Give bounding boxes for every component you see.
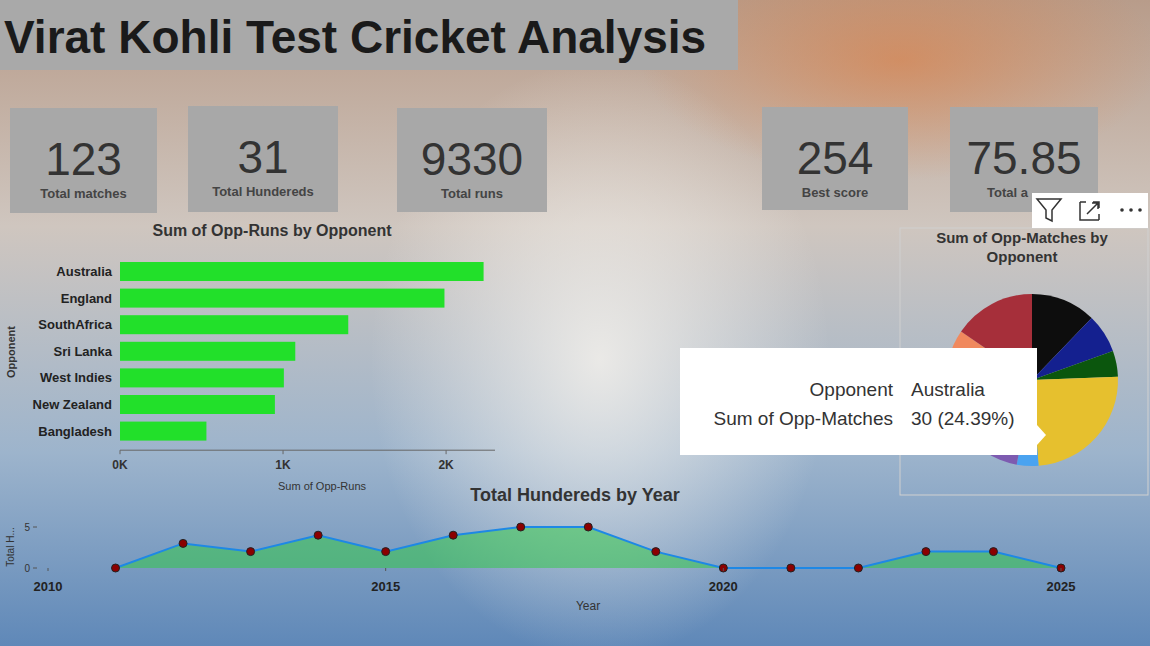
area [116, 527, 1061, 568]
kpi-value: 31 [237, 131, 288, 183]
kpi-card [397, 108, 547, 212]
marker [247, 548, 255, 556]
pie-title: Sum of Opp-Matches by Opponent [936, 229, 1108, 265]
marker [652, 548, 660, 556]
x-tick [1061, 568, 1062, 571]
marker [1057, 564, 1065, 572]
marker [584, 523, 592, 531]
title: Virat Kohli Test Cricket Analysis [4, 11, 706, 63]
kpi-card [188, 106, 338, 212]
slice [1032, 351, 1118, 380]
tooltip-key: Sum of Opp-Matches [713, 408, 893, 429]
y-tick [33, 527, 37, 528]
more-icon-dot[interactable] [1129, 208, 1133, 212]
marker [922, 548, 930, 556]
bar [120, 422, 206, 441]
x-axis-label: Year [576, 599, 600, 613]
marker [719, 564, 727, 572]
more-icon-dot[interactable] [1138, 208, 1142, 212]
category-label: New Zealand [33, 397, 113, 412]
category-label: Australia [56, 264, 112, 279]
title-box [0, 0, 738, 70]
bar [120, 368, 284, 387]
visual-header [1032, 193, 1148, 228]
y-tick-label: 5 [24, 522, 30, 533]
kpi-card [762, 107, 908, 210]
bar [120, 395, 275, 414]
bar [120, 315, 348, 334]
bar [120, 262, 484, 281]
tooltip-value: Australia [911, 379, 985, 400]
y-axis-label: Total H... [5, 527, 16, 566]
series [112, 523, 1065, 572]
filter-icon[interactable] [1037, 199, 1061, 221]
title-line: Opponent [987, 248, 1058, 265]
tooltip-value: 30 (24.39%) [911, 408, 1015, 429]
line [116, 527, 1061, 568]
x-tick [48, 568, 49, 571]
x-tick [723, 568, 724, 571]
category-label: Sri Lanka [53, 344, 112, 359]
kpi-card [10, 108, 157, 213]
tick [446, 450, 447, 454]
marker [314, 531, 322, 539]
marker [382, 548, 390, 556]
x-tick [385, 568, 386, 571]
bars [120, 262, 484, 441]
more-icon-dot[interactable] [1120, 208, 1124, 212]
kpi-value: 254 [797, 132, 874, 184]
category-label: England [61, 291, 112, 306]
tick-label: 1K [275, 458, 291, 472]
bar [120, 289, 444, 308]
marker [112, 564, 120, 572]
line-title: Total Hundereds by Year [470, 485, 679, 505]
icon-bar [1032, 193, 1148, 228]
tick-label: 0K [112, 458, 128, 472]
x-tick-label: 2025 [1047, 579, 1076, 594]
focus-icon[interactable] [1080, 202, 1099, 220]
x-tick-label: 2020 [709, 579, 738, 594]
kpi-value: 123 [45, 133, 122, 185]
category-label: SouthAfrica [38, 317, 112, 332]
slice [1032, 377, 1118, 466]
kpi-label: Total a [987, 185, 1029, 200]
x-axis-line [120, 450, 495, 451]
kpi-label: Total Hundereds [212, 184, 314, 199]
title-line: Sum of Opp-Matches by [936, 229, 1108, 246]
marker [179, 539, 187, 547]
category-label: Bangladesh [38, 424, 112, 439]
marker [449, 531, 457, 539]
marker [854, 564, 862, 572]
x-tick-label: 2010 [34, 579, 63, 594]
x-tick-label: 2015 [371, 579, 400, 594]
kpi-label: Best score [802, 185, 868, 200]
marker [989, 548, 997, 556]
tooltip-pointer [1037, 425, 1046, 445]
kpi-label: Total runs [441, 186, 503, 201]
tick [120, 450, 121, 454]
tick [283, 450, 284, 454]
y-axis-label: Opponent [5, 326, 17, 378]
y-tick-label: 0 [24, 563, 30, 574]
bar [120, 342, 295, 361]
tick-label: 2K [438, 458, 454, 472]
tooltip-key: Opponent [810, 379, 894, 400]
dashboard: Virat Kohli Test Cricket Analysis123Tota… [0, 0, 1150, 646]
kpi-label: Total matches [40, 186, 126, 201]
kpi-value: 75.85 [966, 132, 1081, 184]
category-label: West Indies [40, 370, 112, 385]
marker [517, 523, 525, 531]
kpi-value: 9330 [421, 133, 523, 185]
x-axis-label: Sum of Opp-Runs [278, 480, 367, 492]
bar-title: Sum of Opp-Runs by Opponent [152, 222, 392, 239]
y-tick [33, 568, 37, 569]
marker [787, 564, 795, 572]
tooltip-box [680, 348, 1037, 455]
